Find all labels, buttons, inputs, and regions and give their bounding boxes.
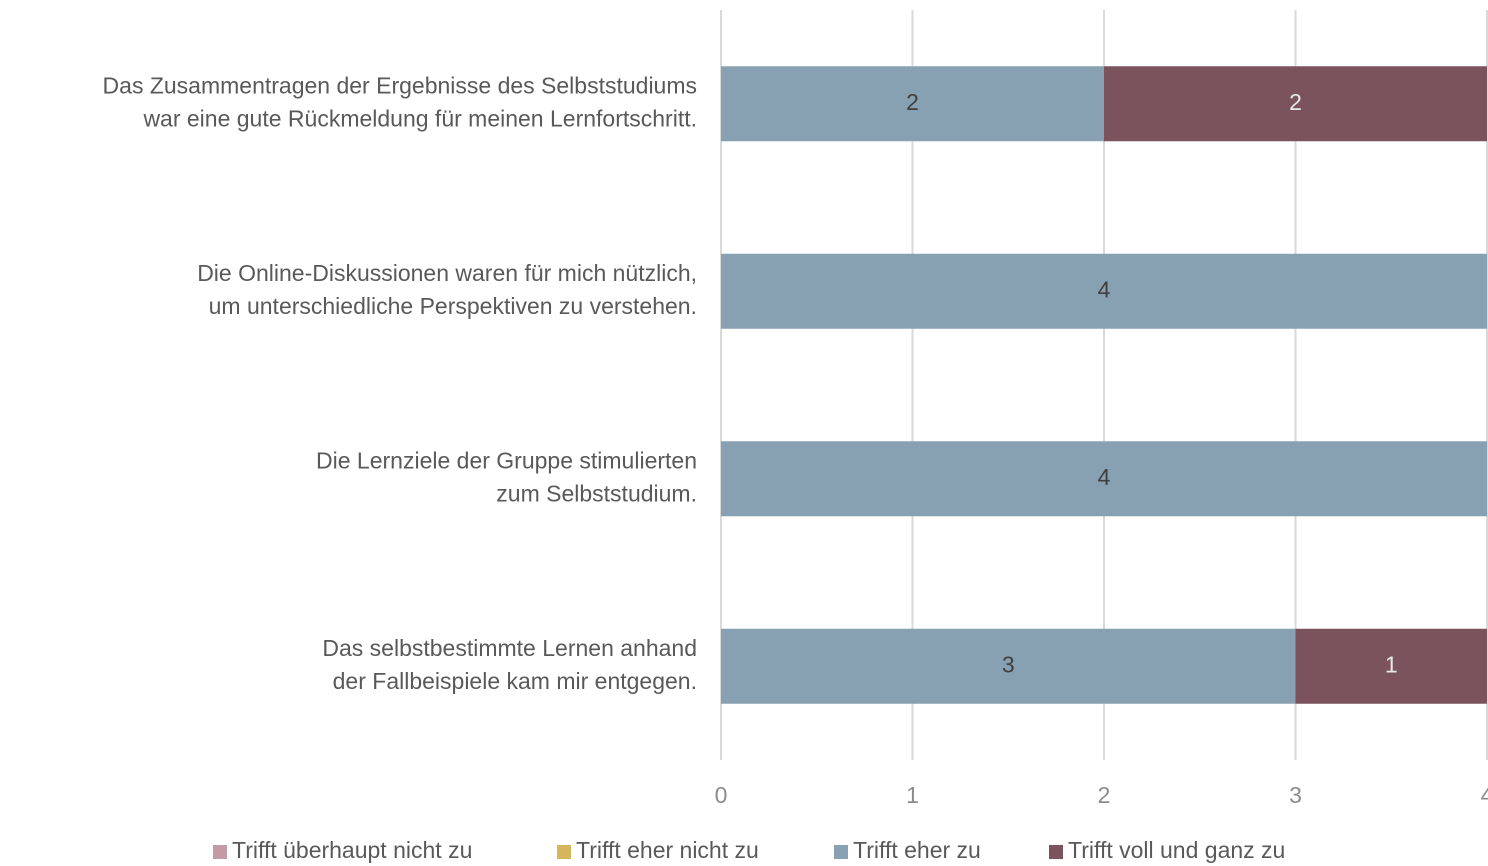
category-label: um unterschiedliche Perspektiven zu vers… <box>209 293 697 319</box>
category-label: Die Lernziele der Gruppe stimulierten <box>316 447 697 473</box>
legend-marker <box>557 845 571 859</box>
data-label: 1 <box>1385 651 1398 677</box>
legend-marker <box>834 845 848 859</box>
category-label: Das Zusammentragen der Ergebnisse des Se… <box>103 72 697 98</box>
x-tick-label: 1 <box>906 782 919 808</box>
category-label: Die Online-Diskussionen waren für mich n… <box>197 260 697 286</box>
legend-marker <box>1049 845 1063 859</box>
bar-segment <box>721 441 1487 517</box>
legend-label: Trifft eher zu <box>853 837 981 863</box>
data-label: 2 <box>906 89 919 115</box>
data-label: 3 <box>1002 651 1015 677</box>
category-label: Das selbstbestimmte Lernen anhand <box>322 635 697 661</box>
legend-label: Trifft überhaupt nicht zu <box>232 837 472 863</box>
x-tick-label: 2 <box>1098 782 1111 808</box>
x-tick-label: 3 <box>1289 782 1302 808</box>
bar-segment <box>1104 66 1487 142</box>
bar-segment <box>721 628 1296 704</box>
bar-segment <box>1295 628 1487 704</box>
category-label: war eine gute Rückmeldung für meinen Ler… <box>142 105 697 131</box>
x-tick-label: 0 <box>715 782 728 808</box>
legend-label: Trifft voll und ganz zu <box>1068 837 1285 863</box>
data-label: 4 <box>1098 276 1111 302</box>
legend-label: Trifft eher nicht zu <box>576 837 759 863</box>
x-tick-label: 4 <box>1481 782 1488 808</box>
legend-marker <box>213 845 227 859</box>
bar-segment <box>721 66 1104 142</box>
data-label: 2 <box>1289 89 1302 115</box>
bar-segment <box>721 253 1487 329</box>
category-label: zum Selbststudium. <box>496 480 697 506</box>
data-label: 4 <box>1098 464 1111 490</box>
category-label: der Fallbeispiele kam mir entgegen. <box>333 668 697 694</box>
